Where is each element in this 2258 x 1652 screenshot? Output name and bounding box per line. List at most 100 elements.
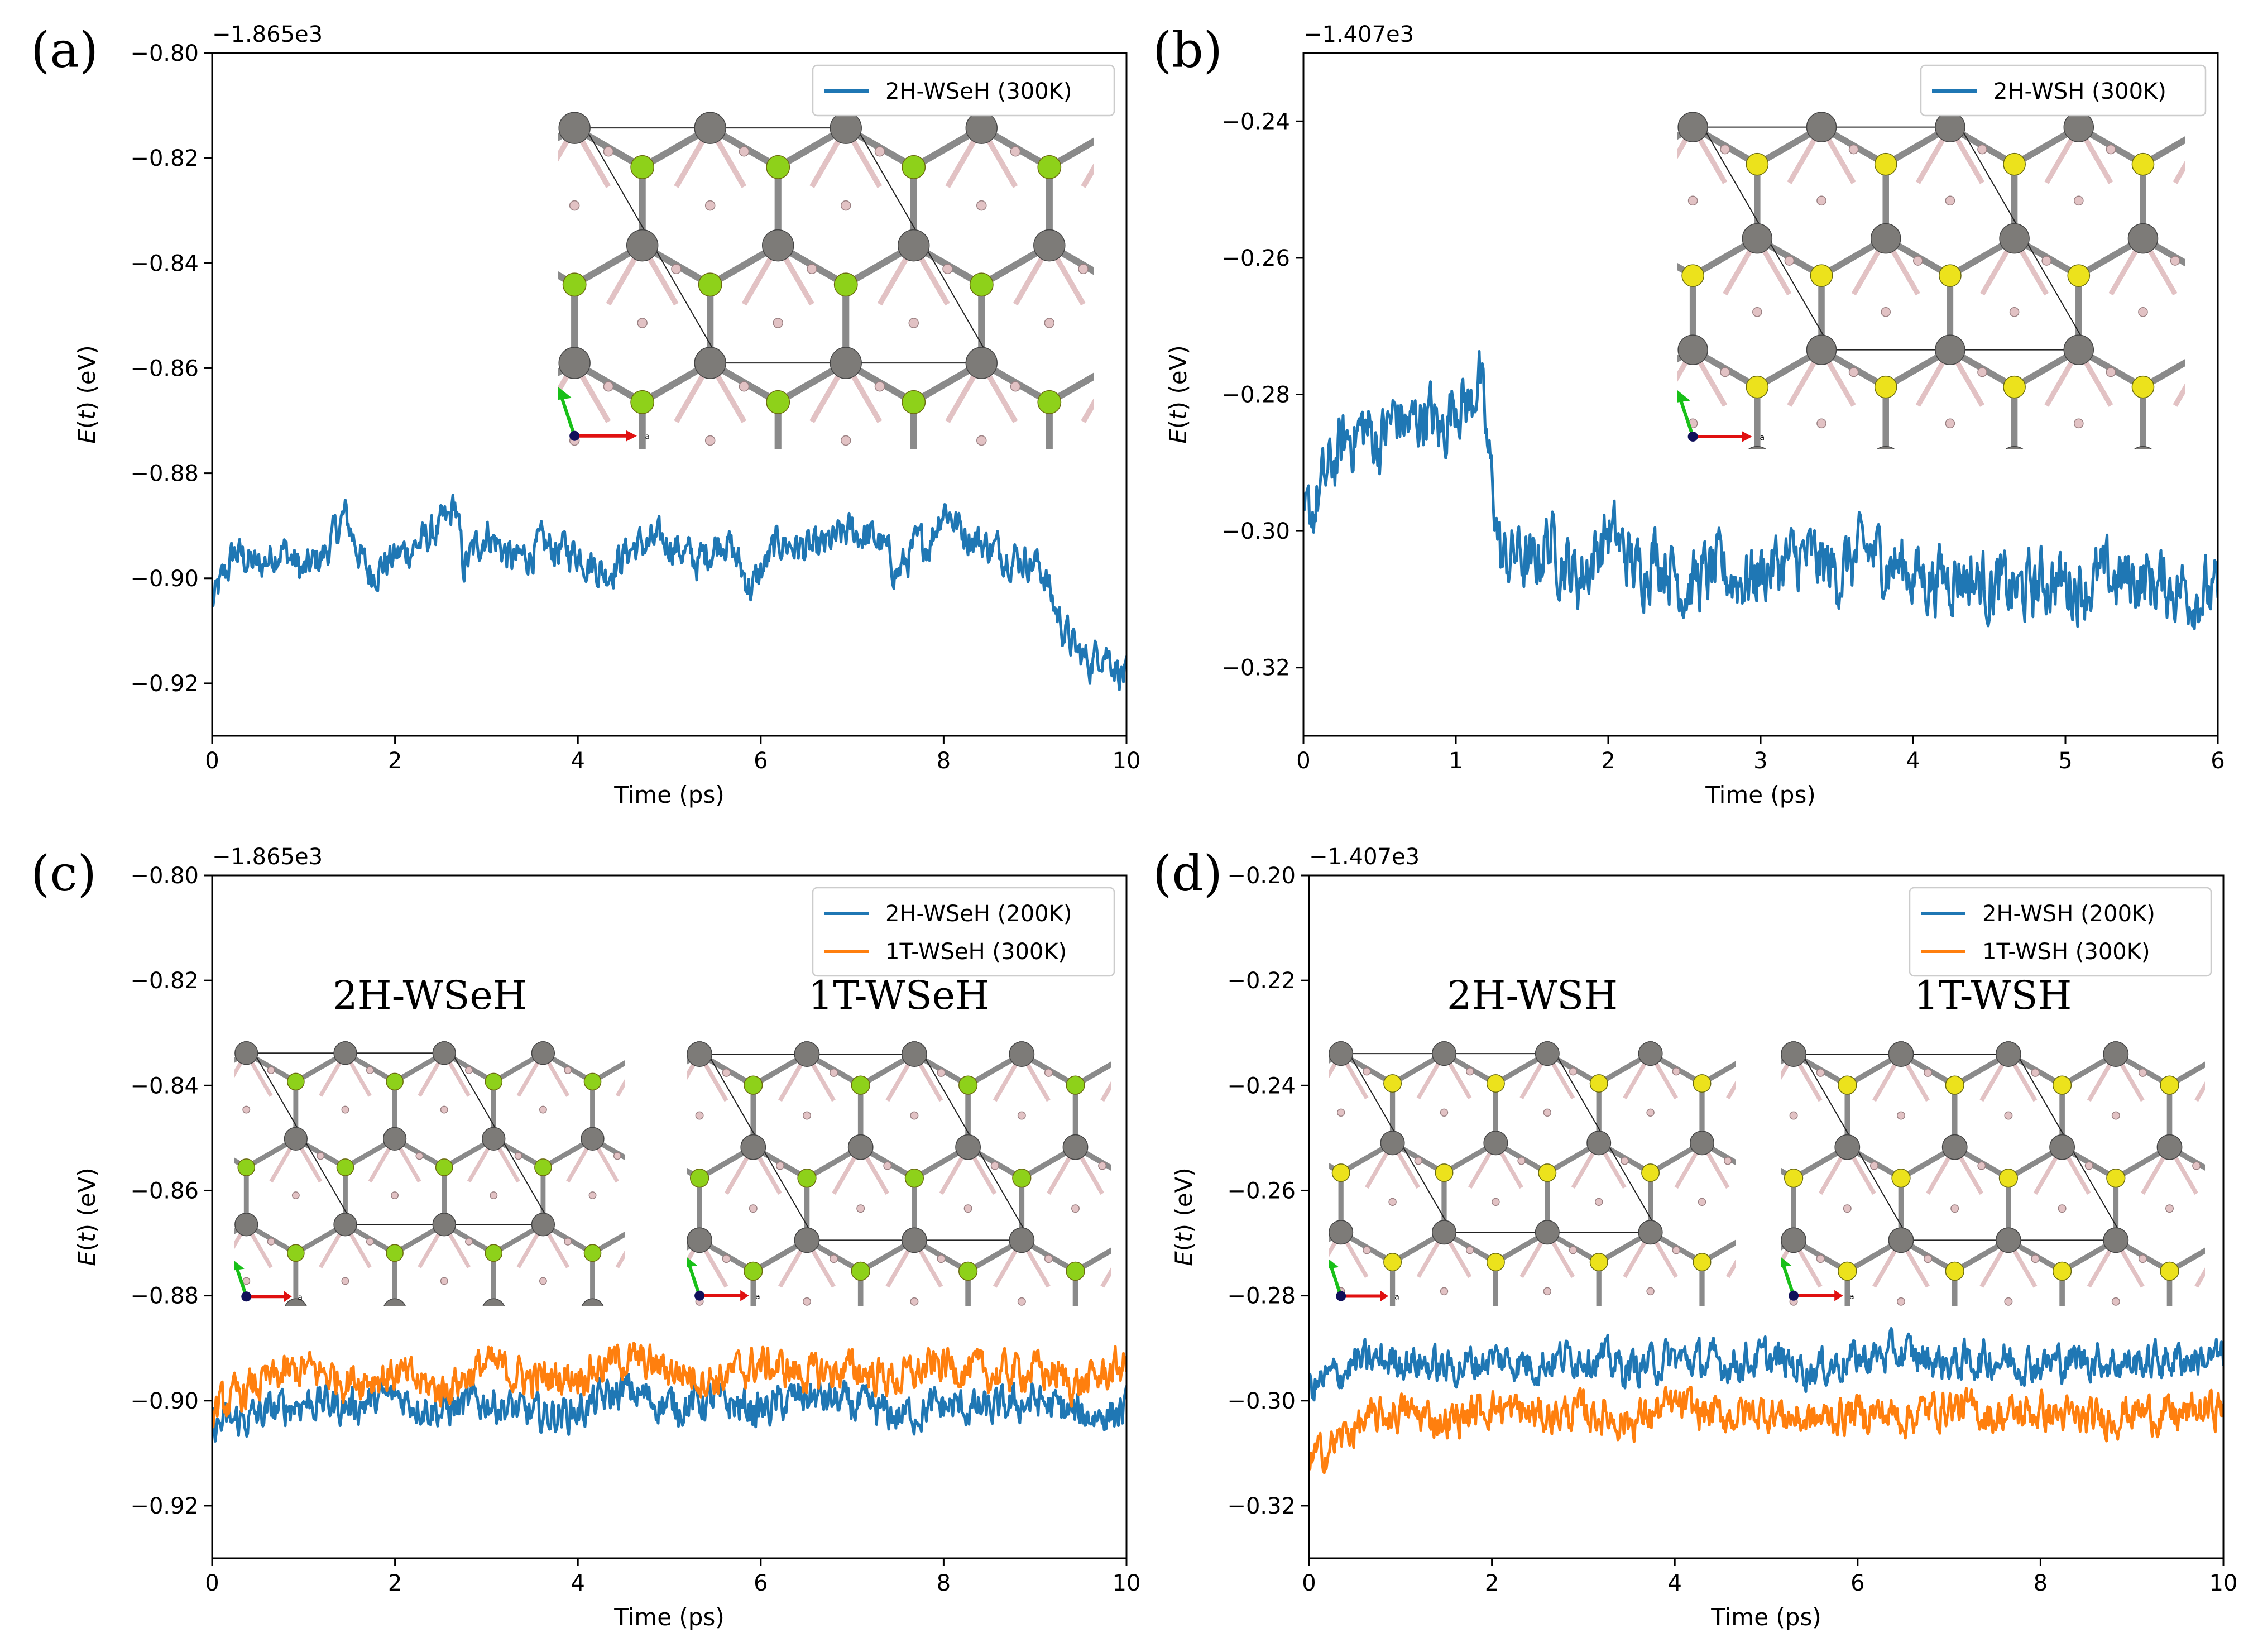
crystal-inset: ab bbox=[1500, 16, 2185, 517]
h-atom bbox=[2085, 1348, 2092, 1356]
w-atom bbox=[284, 1127, 308, 1151]
x-tick-label: 1 bbox=[1449, 748, 1463, 774]
h-atom bbox=[2009, 307, 2020, 317]
h-atom bbox=[874, 146, 885, 157]
h-bond bbox=[1789, 16, 1821, 71]
h-bond bbox=[1794, 961, 1820, 1007]
h-atom bbox=[1881, 307, 1891, 317]
h-atom bbox=[1415, 1336, 1422, 1343]
w-atom bbox=[1638, 1041, 1663, 1066]
s-atom bbox=[1383, 1253, 1402, 1272]
bond bbox=[197, 1310, 247, 1339]
w-atom bbox=[1169, 465, 1201, 496]
s-atom bbox=[1331, 1163, 1350, 1182]
w-atom bbox=[1535, 1041, 1560, 1066]
bond bbox=[1950, 461, 2014, 499]
w-atom bbox=[1117, 1042, 1142, 1066]
h-atom bbox=[937, 1068, 946, 1077]
legend-box bbox=[1920, 64, 2207, 117]
bond bbox=[574, 11, 643, 50]
legend-label: 2H-WSeH (200K) bbox=[885, 901, 1072, 927]
w-atom bbox=[1677, 334, 1708, 365]
legend-label: 1T-WSeH (300K) bbox=[885, 939, 1067, 965]
w-atom bbox=[2133, 446, 2153, 449]
h-bond bbox=[395, 1310, 419, 1353]
w-atom bbox=[1278, 1310, 1302, 1334]
h-bond bbox=[1628, 461, 1661, 517]
h-atom bbox=[830, 1068, 838, 1077]
h-atom bbox=[1517, 1157, 1526, 1165]
bond bbox=[574, 481, 643, 520]
h-atom bbox=[391, 1191, 399, 1199]
h-atom bbox=[1869, 1161, 1878, 1170]
w-atom bbox=[1834, 1134, 1861, 1160]
w-atom bbox=[1941, 1134, 1968, 1160]
h-atom bbox=[1912, 256, 1923, 266]
w-atom bbox=[2063, 334, 2094, 365]
w-atom bbox=[794, 1041, 820, 1067]
s-atom bbox=[2052, 1261, 2072, 1281]
h-bond bbox=[507, 481, 541, 539]
w-atom bbox=[1117, 949, 1142, 973]
h-atom bbox=[749, 1204, 758, 1213]
h-bond bbox=[1156, 1333, 1183, 1380]
h-bond bbox=[568, 1310, 592, 1353]
h-atom bbox=[803, 1111, 811, 1120]
h-bond bbox=[1854, 461, 1886, 517]
w-atom bbox=[1226, 1042, 1250, 1066]
h-bond bbox=[646, 1147, 673, 1194]
w-atom bbox=[1614, 224, 1643, 253]
h-atom bbox=[1312, 1336, 1319, 1343]
h-atom bbox=[910, 1019, 918, 1026]
se-atom bbox=[1120, 1169, 1138, 1187]
h-bond bbox=[405, 11, 439, 69]
y-tick-label: −0.22 bbox=[1227, 968, 1296, 994]
w-atom bbox=[1278, 1131, 1302, 1155]
x-tick-label: 6 bbox=[2211, 748, 2225, 774]
bond bbox=[507, 481, 575, 520]
h-atom bbox=[1672, 979, 1680, 986]
bond bbox=[2079, 16, 2143, 53]
h-bond bbox=[1726, 1080, 1736, 1100]
s-atom bbox=[1784, 1169, 1804, 1188]
s-atom bbox=[2067, 264, 2091, 287]
x-tick-label: 6 bbox=[754, 748, 768, 774]
bond bbox=[591, 1060, 625, 1084]
h-atom bbox=[1687, 195, 1698, 206]
se-atom bbox=[1038, 38, 1061, 61]
b-axis-label: b bbox=[548, 377, 553, 386]
w-atom bbox=[1009, 1227, 1035, 1253]
h-atom bbox=[840, 200, 851, 211]
bond bbox=[147, 1224, 197, 1253]
se-atom bbox=[583, 1072, 602, 1091]
se-atom bbox=[902, 390, 926, 414]
h-bond bbox=[2046, 16, 2079, 71]
h-bond bbox=[469, 1310, 493, 1353]
w-atom bbox=[284, 1298, 307, 1306]
h-bond bbox=[197, 1139, 222, 1182]
h-atom bbox=[539, 1105, 547, 1114]
w-atom bbox=[1062, 1134, 1089, 1160]
bond bbox=[1700, 1239, 1736, 1265]
h-atom bbox=[1147, 147, 1156, 156]
legend-label: 2H-WSH (300K) bbox=[1993, 79, 2166, 104]
h-atom bbox=[267, 1066, 275, 1074]
w-atom bbox=[2050, 1321, 2074, 1345]
bond bbox=[1677, 263, 1695, 279]
legend-box bbox=[812, 887, 1115, 977]
y-tick-label: −0.88 bbox=[130, 1284, 199, 1309]
h-atom bbox=[366, 1237, 374, 1246]
bond bbox=[1074, 1247, 1111, 1274]
s-atom bbox=[1838, 1075, 1857, 1095]
h-atom bbox=[1776, 979, 1783, 986]
h-bond bbox=[676, 11, 710, 69]
h-atom bbox=[1624, 308, 1633, 317]
bond bbox=[1341, 964, 1392, 994]
w-atom bbox=[234, 1041, 258, 1065]
bond bbox=[1500, 127, 1564, 165]
h-atom bbox=[1388, 1198, 1397, 1206]
w-atom bbox=[694, 112, 726, 144]
h-atom bbox=[570, 83, 579, 93]
